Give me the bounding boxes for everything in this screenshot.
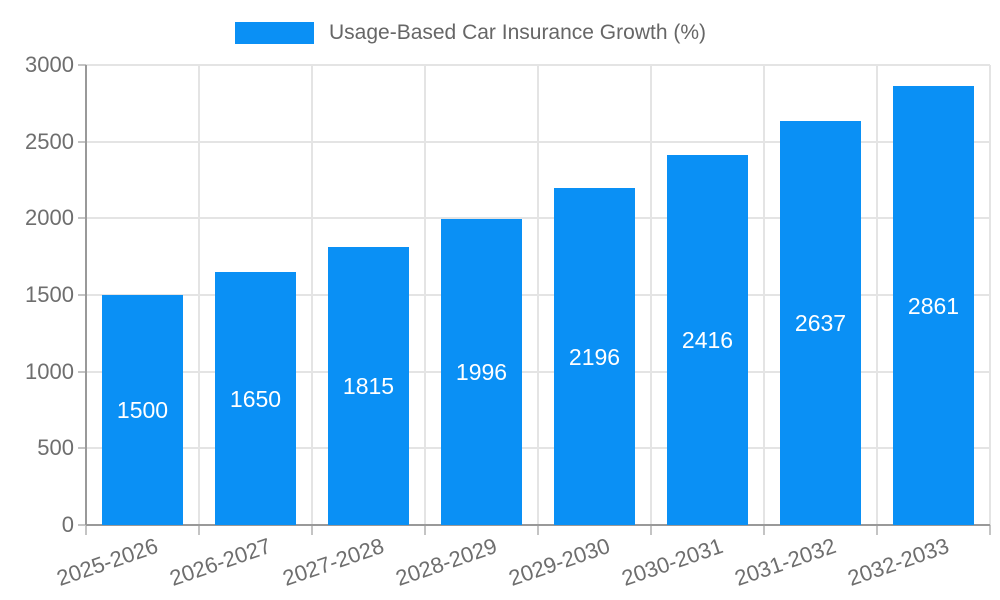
- x-axis-tick: [198, 525, 200, 535]
- x-tick-label: 2032-2033: [844, 533, 952, 591]
- x-tick-label: 2029-2030: [505, 533, 613, 591]
- legend-swatch-icon: [235, 22, 314, 44]
- bar[interactable]: [102, 295, 183, 525]
- y-axis-tick: [78, 447, 86, 450]
- y-axis-tick: [78, 140, 86, 143]
- x-gridline: [763, 65, 765, 525]
- bar[interactable]: [554, 188, 635, 525]
- bar[interactable]: [441, 218, 522, 525]
- y-axis-line: [85, 65, 87, 525]
- x-tick-label: 2030-2031: [618, 533, 726, 591]
- x-gridline: [989, 65, 991, 525]
- x-axis-tick: [650, 525, 652, 535]
- x-axis-tick: [424, 525, 426, 535]
- y-tick-label: 1500: [25, 282, 74, 307]
- y-tick-label: 2500: [25, 128, 74, 154]
- y-axis-tick: [78, 64, 86, 66]
- x-axis-tick: [85, 525, 87, 535]
- x-tick-label: 2025-2026: [53, 533, 161, 591]
- bar-value-label: 1650: [229, 385, 282, 412]
- x-axis-tick: [876, 525, 878, 535]
- x-tick-label: 2031-2032: [731, 533, 839, 591]
- x-tick-label: 2026-2027: [166, 533, 274, 591]
- y-axis-tick: [78, 370, 86, 373]
- x-gridline: [424, 65, 426, 525]
- bar[interactable]: [780, 120, 861, 525]
- x-axis-tick: [537, 525, 539, 535]
- bar-value-label: 1500: [116, 397, 169, 423]
- x-gridline: [537, 65, 539, 525]
- y-axis-tick: [78, 524, 86, 526]
- y-axis-tick: [78, 294, 86, 296]
- bar-value-label: 2416: [681, 326, 734, 353]
- bar-value-label: 1996: [455, 358, 508, 385]
- x-axis-tick: [311, 525, 313, 535]
- legend-label: Usage-Based Car Insurance Growth (%): [329, 21, 706, 44]
- bar[interactable]: [215, 272, 296, 525]
- x-axis-tick: [763, 525, 765, 535]
- bar[interactable]: [667, 154, 748, 525]
- bar-value-label: 1815: [342, 372, 395, 399]
- y-tick-label: 0: [61, 512, 74, 537]
- y-tick-label: 1000: [25, 358, 74, 384]
- x-gridline: [876, 65, 878, 525]
- bar-value-label: 2861: [907, 292, 960, 319]
- bar[interactable]: [328, 246, 409, 525]
- x-axis-tick: [989, 525, 991, 535]
- y-axis-tick: [78, 217, 86, 220]
- x-axis-line: [86, 524, 990, 526]
- x-gridline: [198, 65, 200, 525]
- legend[interactable]: Usage-Based Car Insurance Growth (%): [235, 21, 706, 45]
- y-tick-label: 500: [37, 435, 74, 461]
- bar-value-label: 2637: [794, 309, 847, 336]
- y-tick-label: 3000: [25, 52, 74, 77]
- x-tick-label: 2028-2029: [392, 533, 500, 591]
- bar-value-label: 2196: [568, 343, 621, 370]
- x-tick-label: 2027-2028: [279, 533, 387, 591]
- y-tick-label: 2000: [25, 205, 74, 231]
- bar[interactable]: [893, 86, 974, 525]
- x-gridline: [311, 65, 313, 525]
- x-gridline: [650, 65, 652, 525]
